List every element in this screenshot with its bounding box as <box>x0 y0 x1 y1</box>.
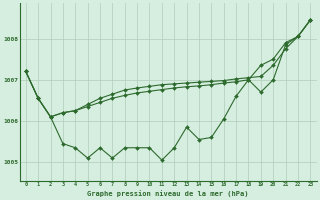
X-axis label: Graphe pression niveau de la mer (hPa): Graphe pression niveau de la mer (hPa) <box>87 190 249 197</box>
